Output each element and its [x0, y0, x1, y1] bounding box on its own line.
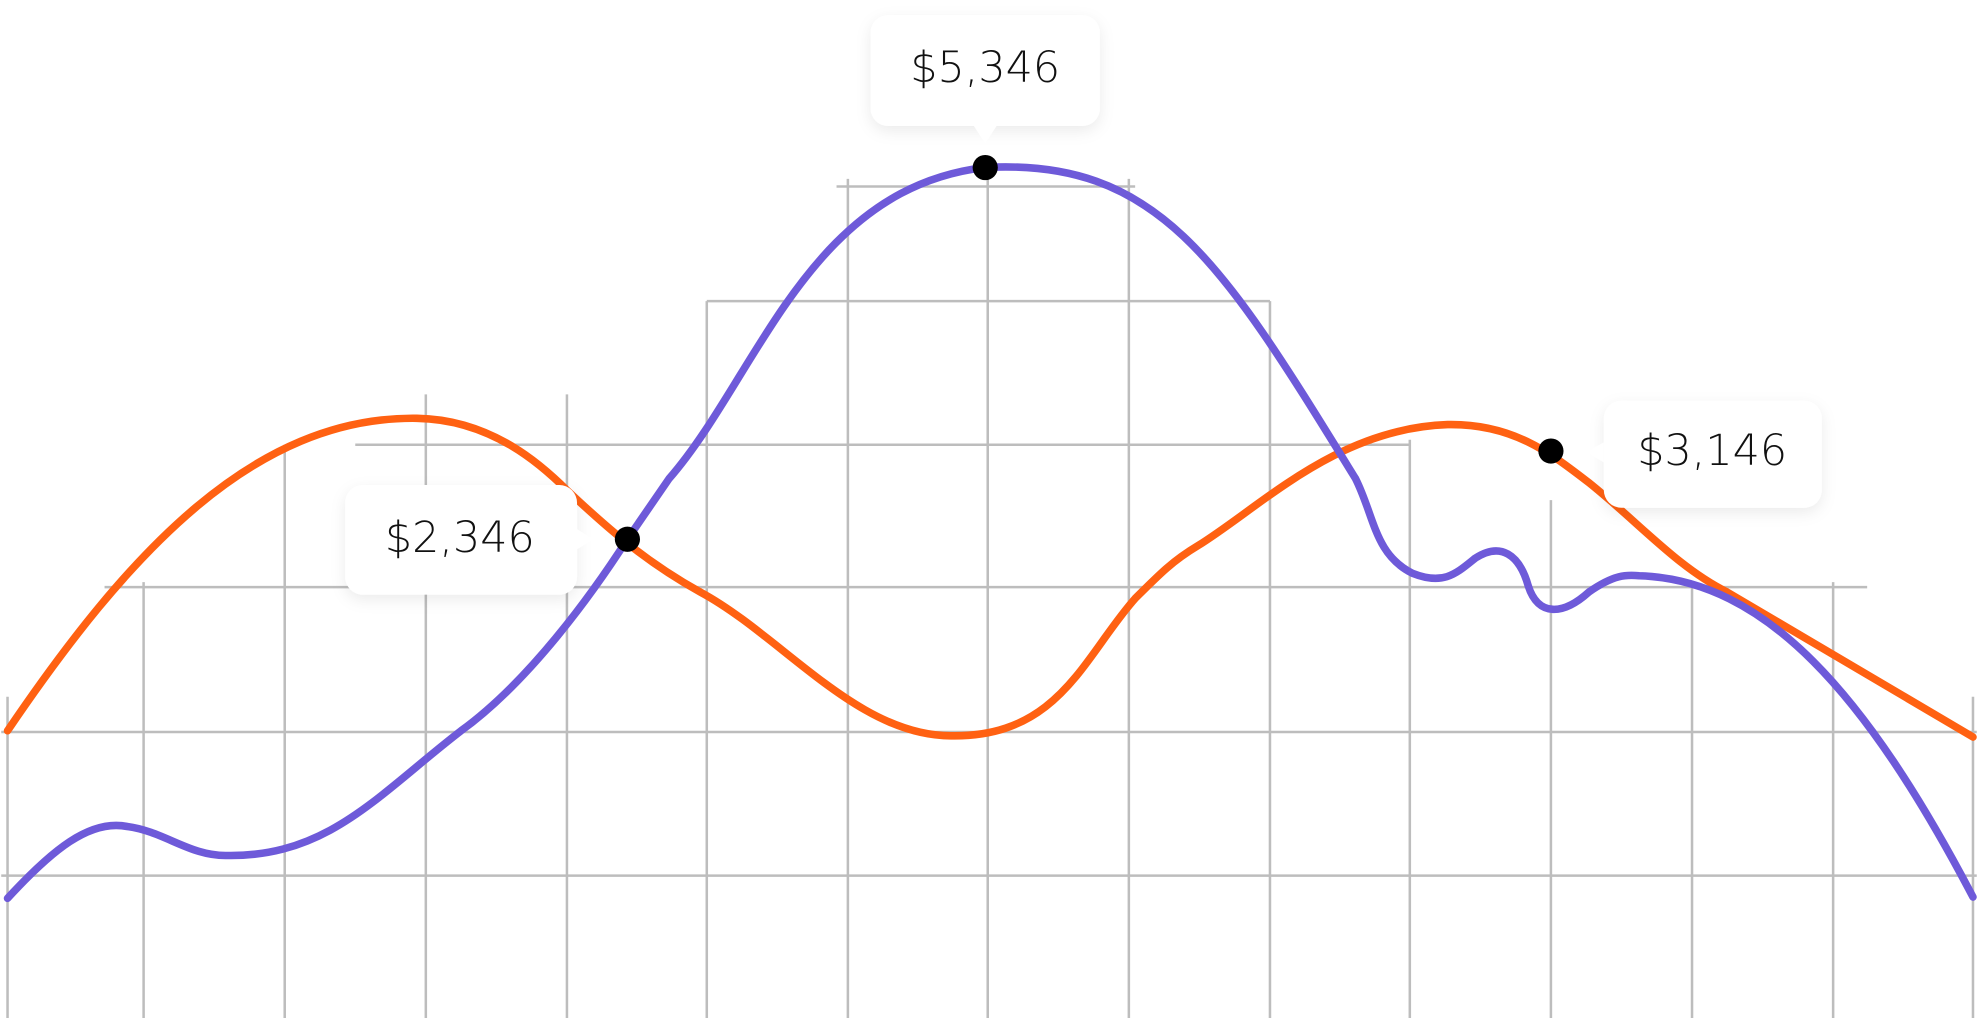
orange-curve — [3, 414, 1977, 741]
callout: $3,146 — [1538, 400, 1822, 508]
grid — [1, 178, 1977, 1018]
point — [1538, 438, 1564, 464]
callout-pointer — [973, 125, 997, 144]
purple-curve — [3, 163, 1977, 903]
point — [972, 154, 998, 181]
point — [614, 526, 641, 552]
callout: $5,346 — [870, 15, 1100, 181]
callout-box — [870, 15, 1100, 126]
callout-pointer — [577, 529, 594, 550]
callout: $2,346 — [345, 485, 641, 595]
callout-label: $2,346 — [385, 513, 535, 563]
callout-label: $3,146 — [1637, 426, 1787, 476]
callout-label: $5,346 — [910, 43, 1060, 93]
callout-box — [345, 485, 578, 595]
callout-box — [1603, 400, 1822, 508]
callout-pointer — [1586, 442, 1604, 463]
